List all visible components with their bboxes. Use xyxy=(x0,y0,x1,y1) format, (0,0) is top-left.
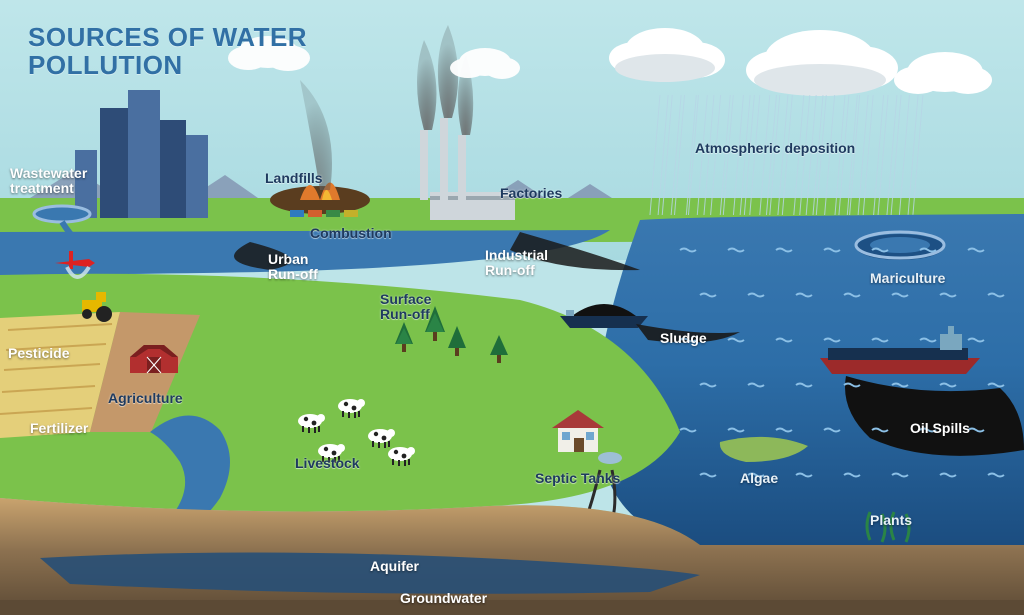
label-urban-runoff: UrbanRun-off xyxy=(268,252,318,283)
label-surface-runoff: SurfaceRun-off xyxy=(380,292,431,323)
label-algae: Algae xyxy=(740,470,778,486)
infographic-stage: SOURCES OF WATER POLLUTION Wastewatertre… xyxy=(0,0,1024,615)
label-mariculture: Mariculture xyxy=(870,270,945,286)
label-oilspills: Oil Spills xyxy=(910,420,970,436)
label-landfills: Landfills xyxy=(265,170,323,186)
label-agriculture: Agriculture xyxy=(108,390,183,406)
label-industrial-runoff: IndustrialRun-off xyxy=(485,248,548,279)
label-aquifer: Aquifer xyxy=(370,558,419,574)
label-sludge: Sludge xyxy=(660,330,707,346)
label-livestock: Livestock xyxy=(295,455,360,471)
mariculture-icon xyxy=(856,232,944,260)
label-septic: Septic Tanks xyxy=(535,470,620,486)
label-fertilizer: Fertilizer xyxy=(30,420,88,436)
title-line-1: SOURCES OF WATER xyxy=(28,24,307,51)
label-combustion: Combustion xyxy=(310,225,392,241)
label-groundwater: Groundwater xyxy=(400,590,487,606)
label-pesticide: Pesticide xyxy=(8,345,69,361)
label-atmospheric: Atmospheric deposition xyxy=(695,140,855,156)
label-wastewater: Wastewatertreatment xyxy=(10,166,100,197)
label-plants: Plants xyxy=(870,512,912,528)
label-factories: Factories xyxy=(500,185,562,201)
title-line-2: POLLUTION xyxy=(28,52,183,79)
